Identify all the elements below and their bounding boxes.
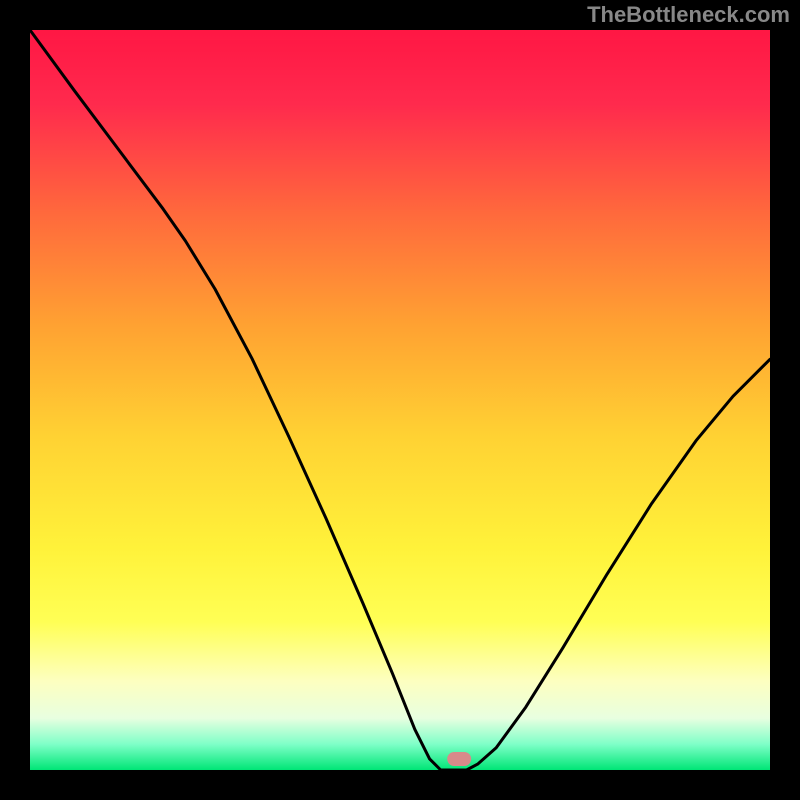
chart-canvas xyxy=(0,0,800,800)
bottleneck-chart: TheBottleneck.com xyxy=(0,0,800,800)
watermark-text: TheBottleneck.com xyxy=(587,2,790,28)
optimal-marker xyxy=(447,752,471,766)
